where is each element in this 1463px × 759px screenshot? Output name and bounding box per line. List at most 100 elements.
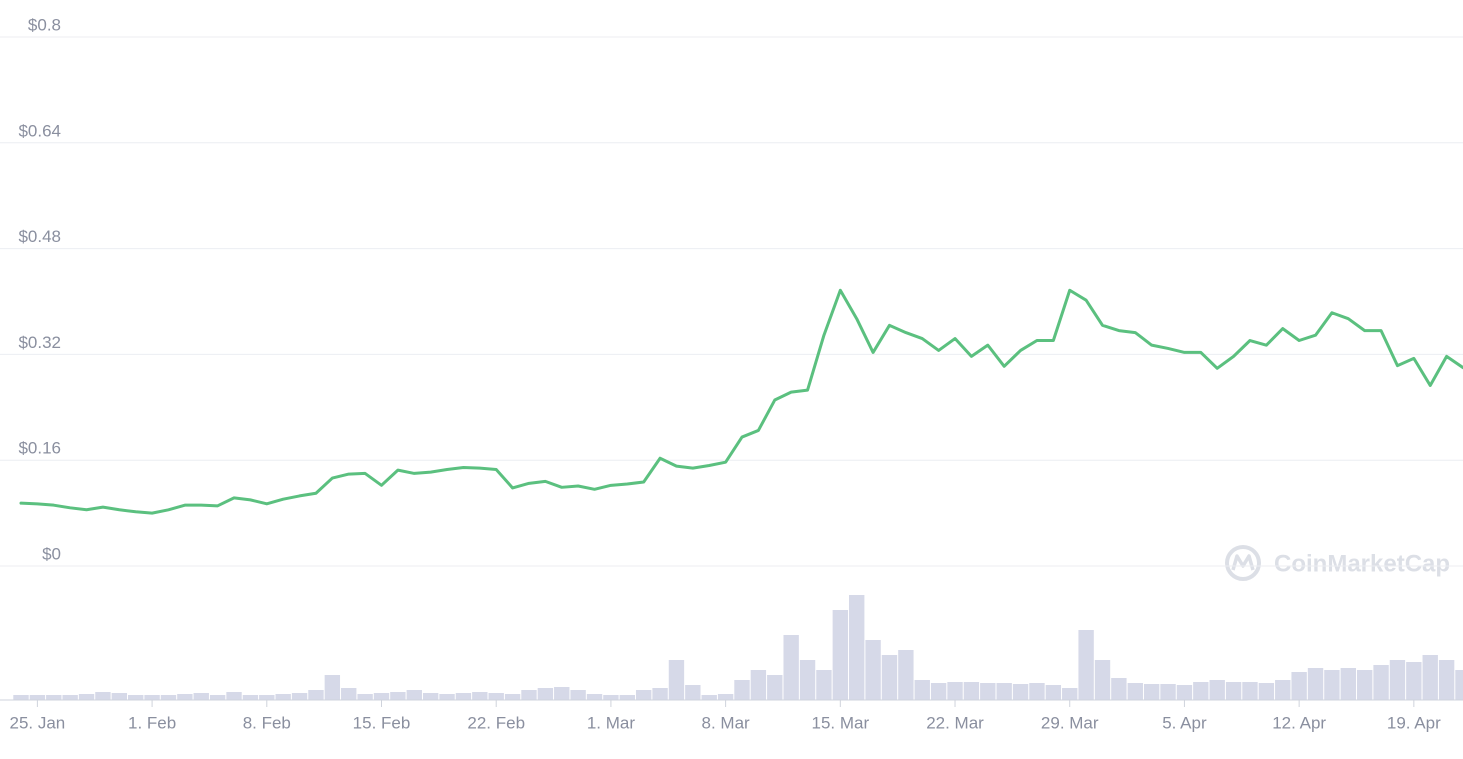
volume-bar — [1389, 660, 1406, 700]
volume-bar — [963, 682, 980, 700]
volume-bar — [275, 694, 291, 700]
volume-bar — [1127, 683, 1143, 700]
volume-bar — [1373, 665, 1389, 700]
volume-bar — [111, 693, 128, 700]
volume-bar — [29, 695, 46, 700]
volume-bar — [1225, 682, 1242, 700]
volume-bar — [13, 695, 29, 700]
volume-bar — [1258, 683, 1275, 700]
volume-bar — [1291, 672, 1307, 700]
volume-bar — [701, 695, 717, 700]
y-tick-label: $0.64 — [18, 121, 61, 140]
volume-bar — [717, 694, 734, 700]
volume-bar — [865, 640, 881, 700]
volume-bar — [144, 695, 160, 700]
volume-bar — [1422, 655, 1438, 700]
volume-bar — [1176, 685, 1193, 700]
volume-bar — [177, 694, 193, 700]
volume-bar — [46, 695, 62, 700]
volume-bar — [128, 695, 144, 700]
volume-bar — [832, 610, 849, 700]
volume-bar — [406, 690, 422, 700]
volume-bar — [455, 693, 472, 700]
volume-bar — [783, 635, 799, 700]
x-tick-label: 8. Mar — [702, 713, 751, 732]
x-tick-label: 5. Apr — [1162, 713, 1207, 732]
volume-bar — [488, 693, 504, 700]
x-tick-label: 22. Feb — [467, 713, 525, 732]
volume-bar — [996, 683, 1012, 700]
volume-bar — [1078, 630, 1094, 700]
volume-bar — [668, 660, 685, 700]
volume-bar — [816, 670, 832, 700]
volume-bar — [1438, 660, 1455, 700]
volume-bar — [472, 692, 488, 700]
volume-bar — [160, 695, 177, 700]
volume-bar — [291, 693, 308, 700]
y-tick-label: $0.8 — [28, 15, 61, 34]
volume-bar — [1094, 660, 1111, 700]
volume-bar — [947, 682, 963, 700]
volume-bar — [849, 595, 865, 700]
volume-bar — [767, 675, 783, 700]
volume-bar — [1193, 682, 1209, 700]
volume-bar — [750, 670, 767, 700]
volume-bar — [373, 693, 390, 700]
volume-bar — [1242, 682, 1258, 700]
volume-bar — [1029, 683, 1045, 700]
volume-bar — [799, 660, 816, 700]
x-tick-label: 15. Feb — [353, 713, 411, 732]
volume-bar — [78, 694, 95, 700]
volume-bars — [13, 595, 1463, 700]
x-tick-label: 12. Apr — [1272, 713, 1326, 732]
volume-bar — [504, 694, 521, 700]
volume-bar — [1045, 685, 1062, 700]
volume-bar — [324, 675, 341, 700]
volume-bar — [308, 690, 324, 700]
volume-bar — [537, 688, 554, 700]
volume-bar — [586, 694, 603, 700]
volume-bar — [914, 680, 930, 700]
volume-bar — [1160, 684, 1176, 700]
volume-bar — [390, 692, 406, 700]
volume-bar — [1356, 670, 1373, 700]
x-tick-label: 1. Feb — [128, 713, 176, 732]
logo-m — [1231, 554, 1255, 571]
volume-bar — [570, 690, 586, 700]
volume-bar — [1143, 684, 1160, 700]
volume-bar — [1275, 680, 1291, 700]
y-tick-label: $0.48 — [18, 227, 61, 246]
volume-bar — [1455, 670, 1463, 700]
volume-bar — [226, 692, 242, 700]
volume-bar — [1406, 662, 1422, 700]
volume-bar — [1340, 668, 1356, 700]
volume-bar — [881, 655, 898, 700]
volume-bar — [980, 683, 996, 700]
volume-bar — [209, 695, 226, 700]
volume-bar — [898, 650, 914, 700]
x-tick-label: 8. Feb — [243, 713, 291, 732]
volume-bar — [341, 688, 357, 700]
y-tick-label: $0 — [42, 544, 61, 563]
volume-bar — [685, 685, 701, 700]
x-tick-label: 25. Jan — [10, 713, 66, 732]
volume-bar — [193, 693, 209, 700]
volume-bar — [734, 680, 750, 700]
volume-bar — [242, 695, 259, 700]
volume-bar — [1111, 678, 1127, 700]
volume-bar — [439, 694, 455, 700]
logo-ring — [1225, 545, 1261, 581]
volume-bar — [422, 693, 439, 700]
volume-bar — [554, 687, 570, 700]
volume-bar — [357, 694, 373, 700]
volume-bar — [62, 695, 78, 700]
volume-bar — [95, 692, 111, 700]
watermark-logo — [1225, 545, 1261, 581]
x-tick-label: 1. Mar — [587, 713, 636, 732]
volume-bar — [1062, 688, 1078, 700]
watermark: CoinMarketCap — [1274, 550, 1450, 577]
volume-bar — [652, 688, 668, 700]
volume-bar — [619, 695, 635, 700]
volume-bar — [603, 695, 619, 700]
